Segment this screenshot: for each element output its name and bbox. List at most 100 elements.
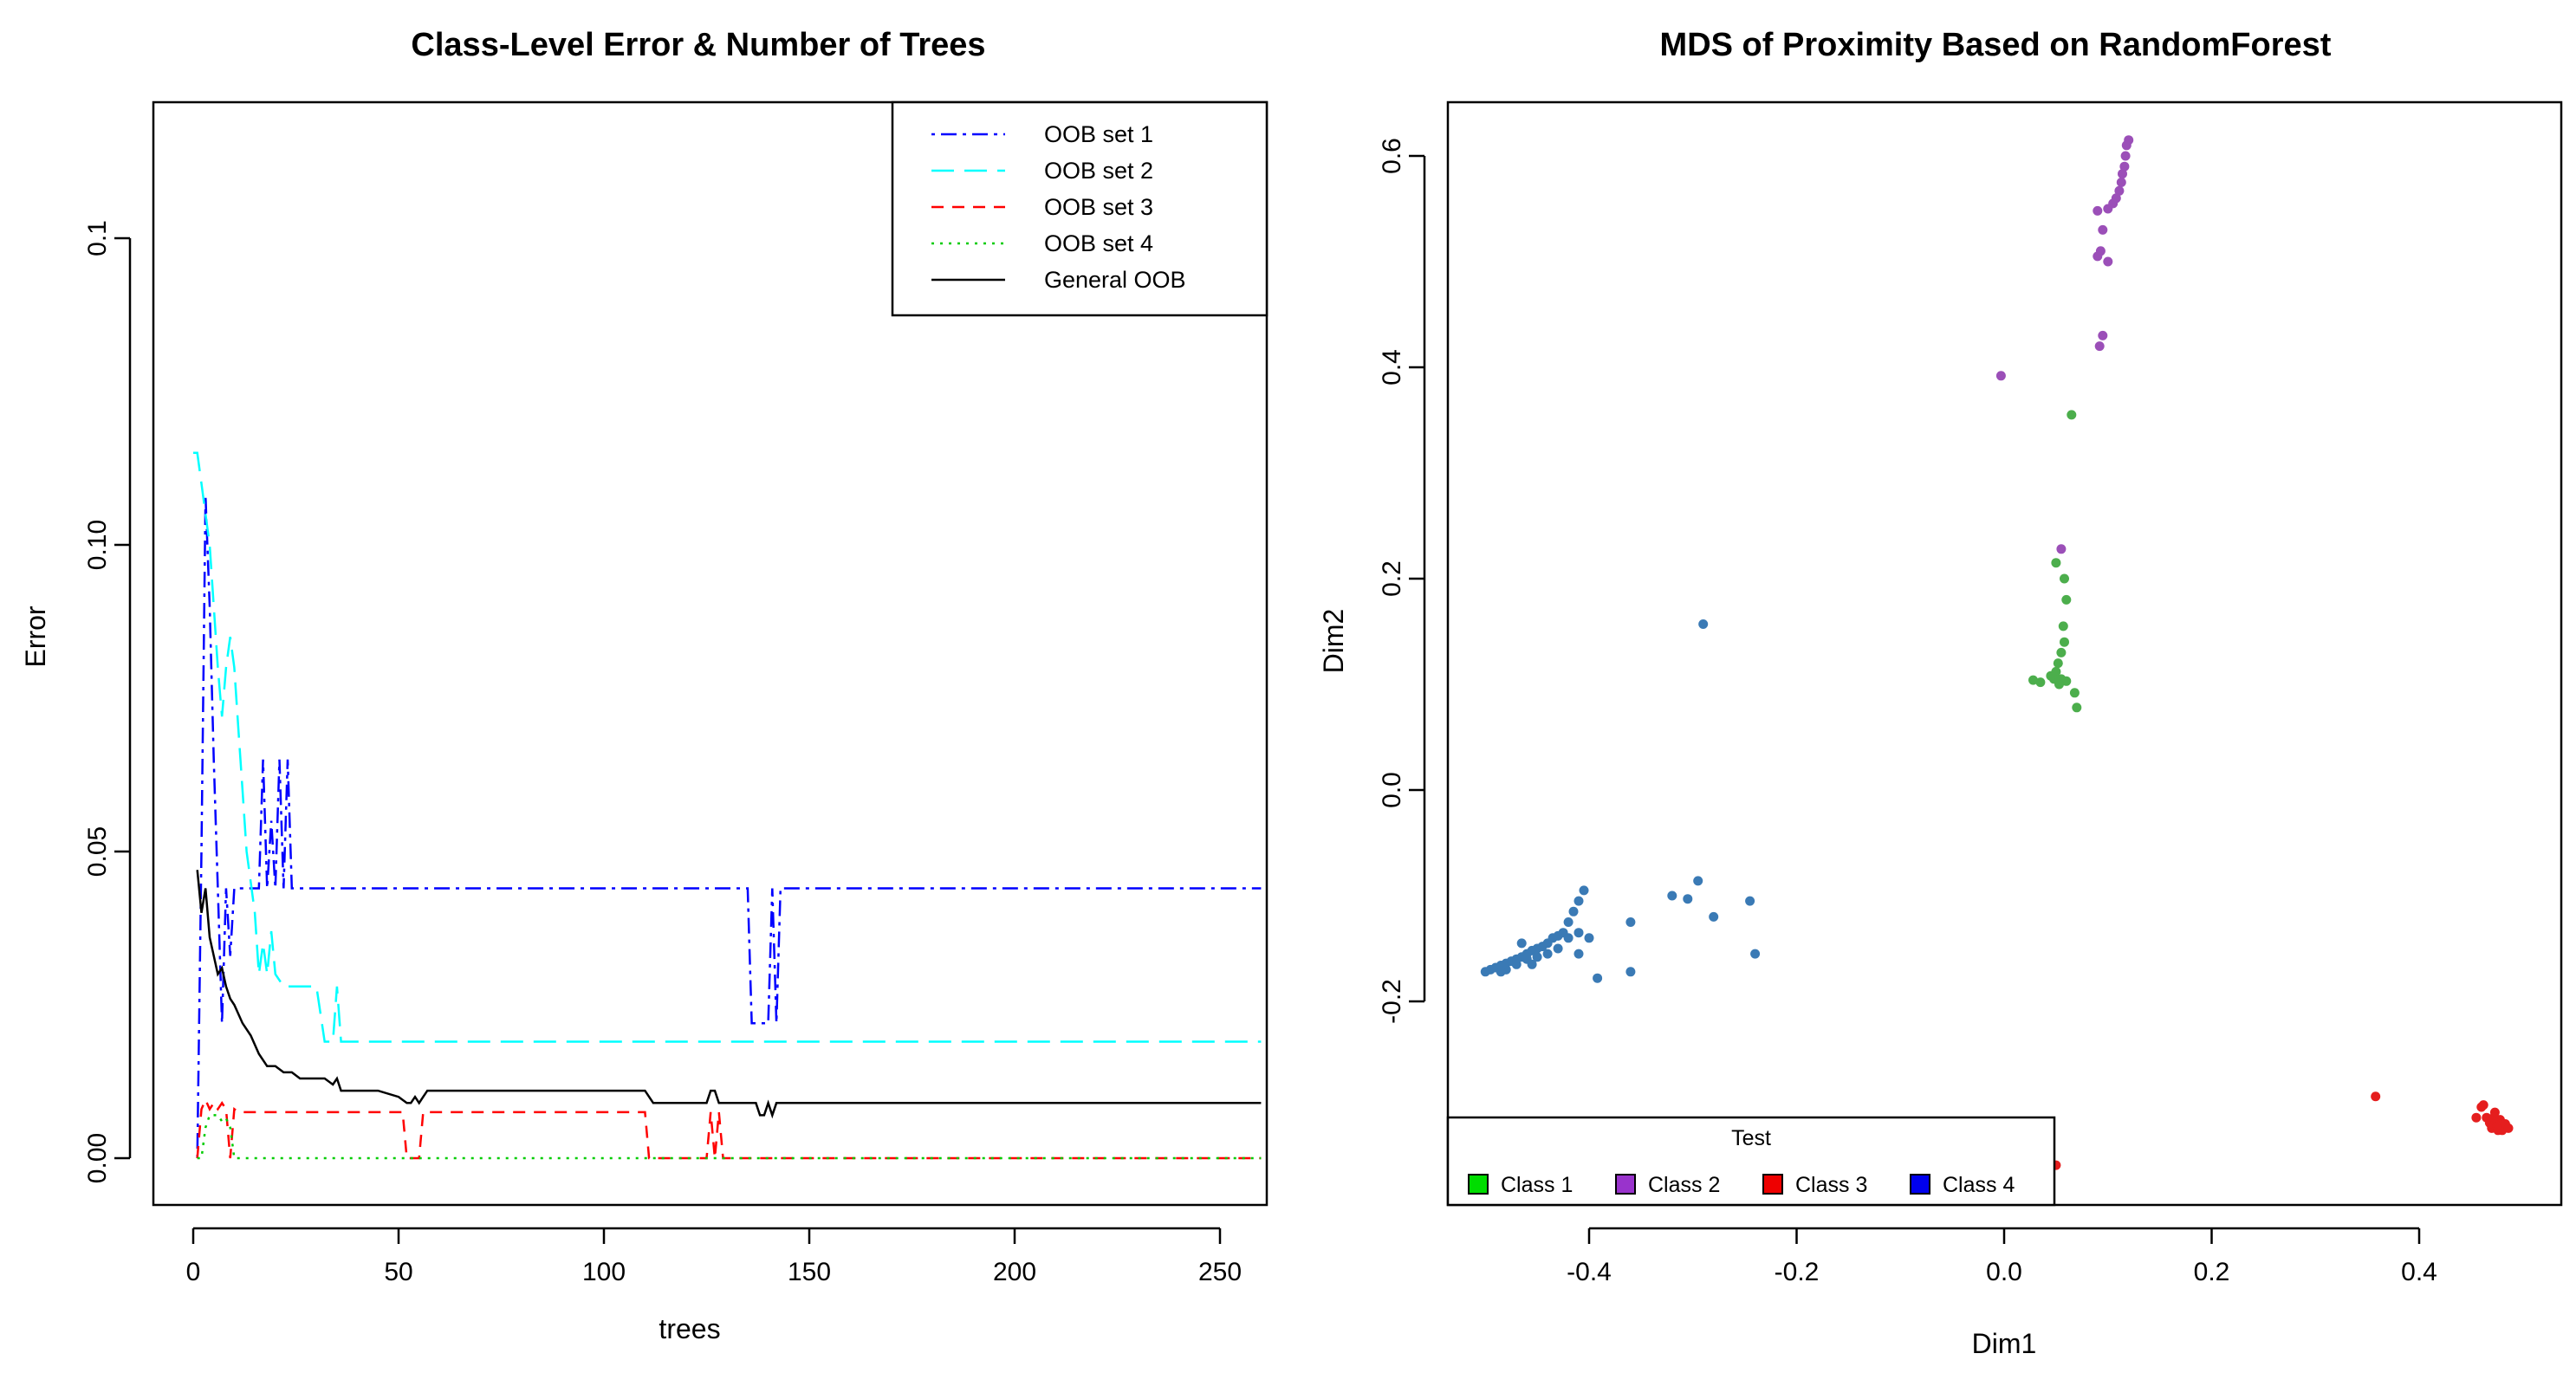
scatter-point-green xyxy=(2051,558,2061,568)
scatter-point-green xyxy=(2060,573,2069,584)
right-plot-frame xyxy=(1446,100,2563,1207)
scatter-point-purple xyxy=(2093,251,2103,262)
right-y-tick-label: -0.2 xyxy=(1378,979,1406,1024)
right-y-axis-label: Dim2 xyxy=(1318,609,1349,674)
left-series-lines xyxy=(193,451,1262,1160)
legend-label: Class 1 xyxy=(1501,1173,1573,1197)
right-chart-title: MDS of Proximity Based on RandomForest xyxy=(1660,27,2332,63)
left-x-axis-label: trees xyxy=(659,1313,720,1344)
legend-label: General OOB xyxy=(1044,267,1186,293)
right-x-axis-label: Dim1 xyxy=(1972,1328,2037,1359)
scatter-point-red xyxy=(2503,1123,2514,1133)
scatter-point-green xyxy=(2054,679,2064,690)
scatter-point-purple xyxy=(2098,330,2108,340)
left-y-tick-label: 0.05 xyxy=(83,826,112,877)
right-x-tick-label: 0.2 xyxy=(2194,1258,2230,1286)
right-legend-box xyxy=(1446,1116,2056,1207)
scatter-point-blue xyxy=(1511,959,1522,969)
scatter-point-purple xyxy=(2103,256,2113,267)
right-x-tick-label: 0.0 xyxy=(1986,1258,2022,1286)
scatter-point-blue xyxy=(1625,917,1636,927)
scatter-point-green xyxy=(2053,658,2063,669)
scatter-point-purple xyxy=(2056,544,2067,554)
scatter-point-purple xyxy=(2103,204,2113,214)
left-legend-box xyxy=(891,100,1269,317)
scatter-point-blue xyxy=(1683,894,1693,904)
right-x-tick-label: -0.4 xyxy=(1567,1258,1612,1286)
series-line-oob-set-3 xyxy=(196,1097,1262,1160)
legend-swatch xyxy=(1615,1174,1636,1195)
left-x-tick-label: 0 xyxy=(186,1258,201,1286)
legend-label: Class 4 xyxy=(1943,1173,2015,1197)
legend-label: OOB set 1 xyxy=(1044,121,1153,147)
scatter-point-red xyxy=(2493,1125,2503,1136)
left-x-tick-label: 200 xyxy=(993,1258,1036,1286)
scatter-point-green xyxy=(2035,677,2046,688)
scatter-point-blue xyxy=(1563,933,1574,943)
right-y-tick-label: 0.6 xyxy=(1378,138,1406,174)
legend-swatch xyxy=(1468,1174,1489,1195)
scatter-point-blue xyxy=(1574,896,1584,906)
scatter-point-blue xyxy=(1516,938,1527,949)
left-y-axis-label: Error xyxy=(20,606,51,667)
legend-label: OOB set 3 xyxy=(1044,194,1153,220)
scatter-point-blue xyxy=(1750,949,1761,959)
scatter-point-green xyxy=(2061,676,2072,686)
scatter-point-purple xyxy=(2114,185,2125,196)
scatter-point-blue xyxy=(1745,896,1755,906)
right-axis-ticks: -0.4 -0.2 0.0 0.2 0.4 -0.2 0.0 0.2 0.4 0.6 xyxy=(1378,138,2437,1286)
scatter-point-green xyxy=(2046,670,2056,681)
scatter-point-blue xyxy=(1496,967,1506,977)
legend-label: OOB set 2 xyxy=(1044,158,1153,184)
left-y-tick-label: 0.1 xyxy=(83,220,112,256)
left-axis-ticks: 0 50 100 150 200 250 0.00 0.05 0.10 0.1 xyxy=(83,220,1242,1286)
legend-swatch xyxy=(1762,1174,1783,1195)
left-plot-frame xyxy=(152,100,1269,1207)
scatter-point-purple xyxy=(1995,371,2006,381)
left-y-tick-label: 0.10 xyxy=(83,520,112,570)
scatter-point-green xyxy=(2058,621,2068,631)
scatter-point-blue xyxy=(1532,952,1542,962)
legend-label: OOB set 4 xyxy=(1044,230,1153,256)
right-y-tick-label: 0.2 xyxy=(1378,560,1406,597)
scatter-point-blue xyxy=(1527,959,1537,969)
scatter-point-purple xyxy=(2121,140,2132,151)
scatter-point-purple xyxy=(2118,169,2127,179)
scatter-point-blue xyxy=(1553,943,1563,954)
scatter-point-purple xyxy=(2098,224,2108,235)
left-chart-title: Class-Level Error & Number of Trees xyxy=(411,27,985,63)
scatter-point-red xyxy=(2471,1112,2482,1123)
scatter-point-blue xyxy=(1693,876,1703,886)
scatter-point-green xyxy=(2067,410,2077,420)
left-x-tick-label: 250 xyxy=(1198,1258,1242,1286)
scatter-point-purple xyxy=(2116,178,2126,187)
right-y-tick-label: 0.4 xyxy=(1378,349,1406,385)
scatter-point-green xyxy=(2061,594,2072,605)
scatter-point-green xyxy=(2069,688,2080,698)
right-y-tick-label: 0.0 xyxy=(1378,772,1406,808)
scatter-point-purple xyxy=(2120,151,2131,161)
left-x-tick-label: 50 xyxy=(384,1258,412,1286)
scatter-point-blue xyxy=(1625,967,1636,977)
legend-label: Class 2 xyxy=(1648,1173,1720,1197)
left-legend: OOB set 1 OOB set 2 OOB set 3 OOB set 4 Gene… xyxy=(891,100,1269,317)
right-x-tick-label: -0.2 xyxy=(1775,1258,1820,1286)
legend-label: Class 3 xyxy=(1795,1173,1867,1197)
right-chart: MDS of Proximity Based on RandomForest -… xyxy=(1318,27,2563,1359)
right-scatter-points xyxy=(1480,135,2514,1170)
right-x-tick-label: 0.4 xyxy=(2401,1258,2437,1286)
scatter-point-blue xyxy=(1574,928,1584,938)
series-line-general-oob xyxy=(196,870,1262,1119)
right-legend: Test Class 1 Class 2 Class 3 Class 4 xyxy=(1446,1116,2056,1207)
right-legend-title: Test xyxy=(1731,1126,1771,1150)
scatter-point-green xyxy=(2060,637,2069,647)
series-line-oob-set-1 xyxy=(196,495,1262,1159)
scatter-point-red xyxy=(2478,1100,2488,1111)
scatter-point-purple xyxy=(2119,161,2130,172)
scatter-point-blue xyxy=(1542,949,1553,959)
scatter-point-blue xyxy=(1584,933,1594,943)
scatter-point-blue xyxy=(1667,891,1677,901)
left-y-tick-label: 0.00 xyxy=(83,1133,112,1183)
left-x-tick-label: 150 xyxy=(788,1258,831,1286)
